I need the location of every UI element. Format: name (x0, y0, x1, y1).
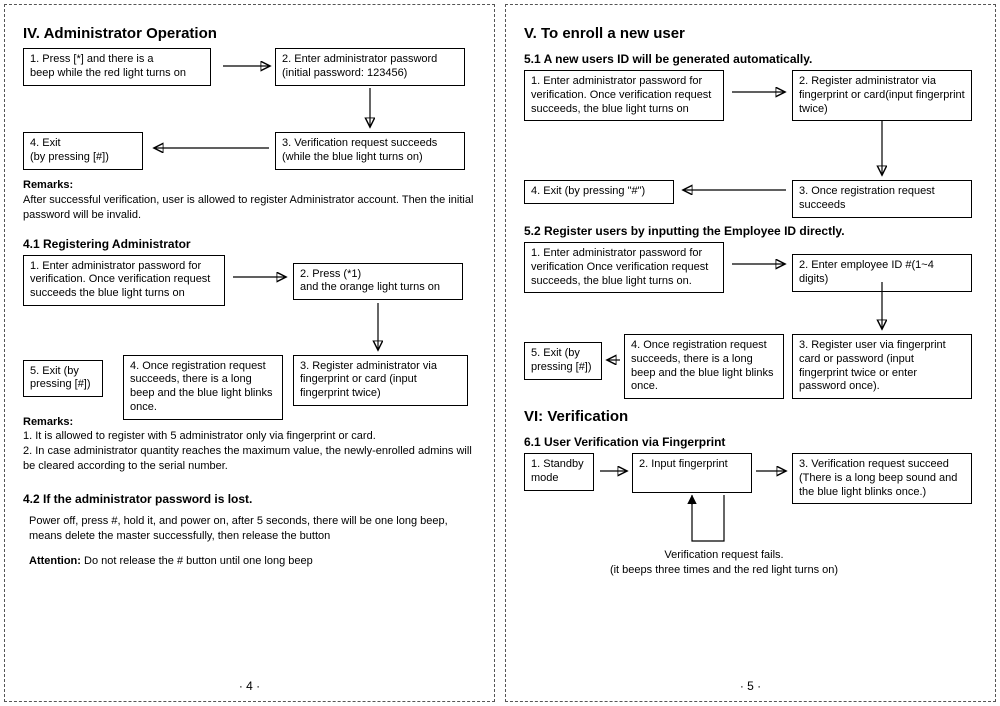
page-num-left: · 4 · (23, 673, 476, 693)
heading-iv: IV. Administrator Operation (23, 25, 476, 42)
s41-1: 1. Enter administrator password for veri… (23, 255, 225, 306)
remarks2-2: 2. In case administrator quantity reache… (23, 444, 476, 474)
sec52-title: 5.2 Register users by inputting the Empl… (524, 224, 977, 238)
s61-fail: Verification request fails. (it beeps th… (594, 548, 854, 578)
attention-label: Attention: (29, 555, 81, 567)
remarks1-title: Remarks: (23, 178, 476, 193)
attention-text: Do not release the # button until one lo… (81, 555, 313, 567)
flow-51: 1. Enter administrator password for veri… (524, 70, 977, 220)
iv-step1: 1. Press [*] and there is a beep while t… (23, 48, 211, 86)
iv-step3: 3. Verification request succeeds (while … (275, 132, 465, 170)
iv-step2: 2. Enter administrator password (initial… (275, 48, 465, 86)
attention-line: Attention: Do not release the # button u… (29, 554, 476, 569)
heading-vi: VI: Verification (524, 408, 977, 425)
s51-4: 4. Exit (by pressing "#") (524, 180, 674, 204)
s51-3: 3. Once registration request succeeds (792, 180, 972, 218)
s52-1: 1. Enter administrator password for veri… (524, 242, 724, 293)
page-num-right: · 5 · (524, 673, 977, 693)
iv-step4: 4. Exit (by pressing [#]) (23, 132, 143, 170)
s41-3: 3. Register administrator via fingerprin… (293, 355, 468, 406)
flow-52: 1. Enter administrator password for veri… (524, 242, 977, 402)
page-right: V. To enroll a new user 5.1 A new users … (505, 4, 996, 702)
sec41-title: 4.1 Registering Administrator (23, 237, 476, 251)
sec42-text: Power off, press #, hold it, and power o… (29, 514, 476, 544)
page-left: IV. Administrator Operation 1. Press [*]… (4, 4, 495, 702)
flow-41: 1. Enter administrator password for veri… (23, 255, 476, 415)
flow-iv: 1. Press [*] and there is a beep while t… (23, 48, 476, 178)
s41-2: 2. Press (*1) and the orange light turns… (293, 263, 463, 301)
flow-61: 1. Standby mode 2. Input fingerprint 3. … (524, 453, 977, 593)
s51-1: 1. Enter administrator password for veri… (524, 70, 724, 121)
s41-4: 4. Once registration request succeeds, t… (123, 355, 283, 420)
s61-3: 3. Verification request succeed (There i… (792, 453, 972, 504)
s41-5: 5. Exit (by pressing [#]) (23, 360, 103, 398)
sec61-title: 6.1 User Verification via Fingerprint (524, 435, 977, 449)
s61-1: 1. Standby mode (524, 453, 594, 491)
s52-4: 4. Once registration request succeeds, t… (624, 334, 784, 399)
s52-3: 3. Register user via fingerprint card or… (792, 334, 972, 399)
s51-2: 2. Register administrator via fingerprin… (792, 70, 972, 121)
s61-2: 2. Input fingerprint (632, 453, 752, 493)
remarks1-text: After successful verification, user is a… (23, 193, 476, 223)
heading-v: V. To enroll a new user (524, 25, 977, 42)
remarks2-1: 1. It is allowed to register with 5 admi… (23, 429, 476, 444)
sec42-title: 4.2 If the administrator password is los… (23, 492, 476, 506)
s52-2: 2. Enter employee ID #(1~4 digits) (792, 254, 972, 292)
s52-5: 5. Exit (by pressing [#]) (524, 342, 602, 380)
sec51-title: 5.1 A new users ID will be generated aut… (524, 52, 977, 66)
